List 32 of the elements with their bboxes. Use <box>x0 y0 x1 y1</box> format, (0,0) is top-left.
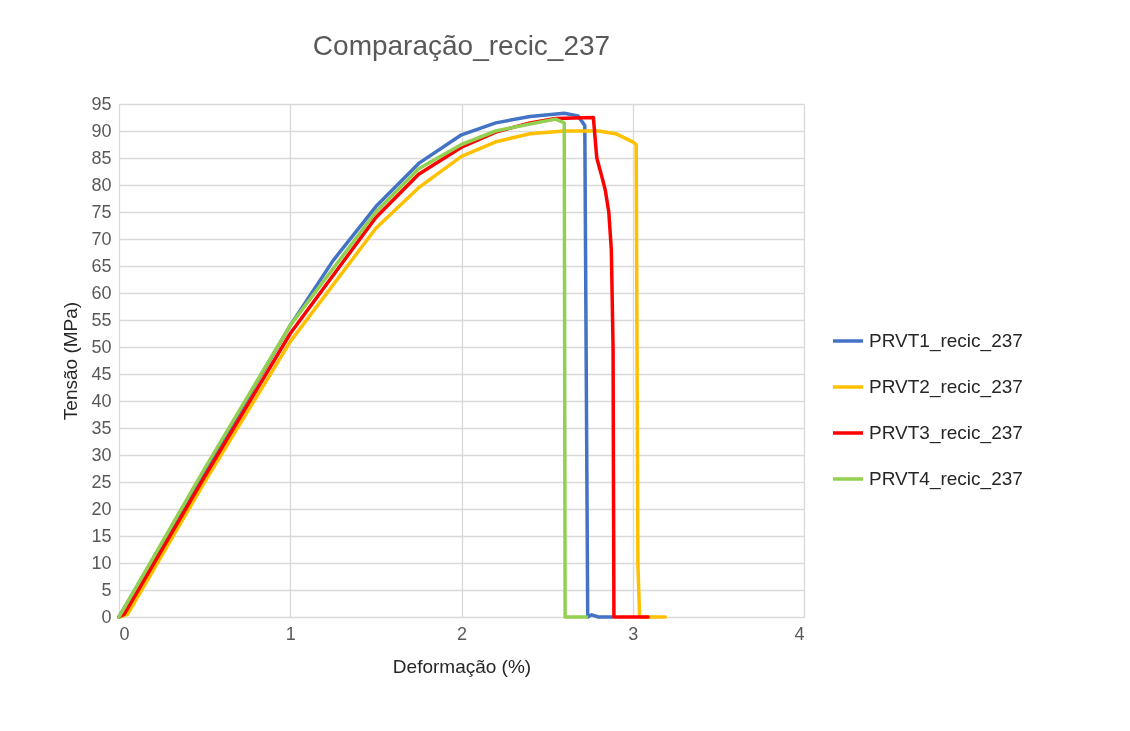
x-axis-title: Deformação (%) <box>392 655 532 677</box>
y-tick-label: 95 <box>91 93 112 114</box>
y-tick-label: 50 <box>91 336 112 357</box>
y-tick-label: 70 <box>91 228 112 249</box>
x-tick-label: 1 <box>285 623 296 644</box>
x-tick-label: 4 <box>794 623 805 644</box>
y-tick-label: 40 <box>91 390 112 411</box>
y-tick-label: 45 <box>91 363 112 384</box>
y-tick-label: 60 <box>91 282 112 303</box>
x-tick-label: 0 <box>119 623 130 644</box>
legend-label: PRVT2_recic_237 <box>869 376 1023 398</box>
y-tick-label: 75 <box>91 201 112 222</box>
y-tick-label: 35 <box>91 417 112 438</box>
y-tick-label: 65 <box>91 255 112 276</box>
x-tick-label: 3 <box>628 623 639 644</box>
x-tick-label: 2 <box>456 623 468 644</box>
chart-title: Comparação_recic_237 <box>312 30 611 61</box>
y-tick-label: 25 <box>91 471 112 492</box>
y-tick-label: 80 <box>91 174 112 195</box>
legend-label: PRVT4_recic_237 <box>869 468 1023 490</box>
y-tick-label: 10 <box>91 552 112 573</box>
y-tick-label: 0 <box>101 606 112 627</box>
y-tick-label: 20 <box>91 498 112 519</box>
y-tick-label: 5 <box>101 579 112 600</box>
y-tick-label: 30 <box>91 444 112 465</box>
y-tick-label: 90 <box>91 120 112 141</box>
y-axis-title: Tensão (MPa) <box>60 301 82 421</box>
y-tick-label: 85 <box>91 147 112 168</box>
legend-label: PRVT3_recic_237 <box>869 422 1023 444</box>
y-tick-label: 15 <box>91 525 112 546</box>
legend-label: PRVT1_recic_237 <box>869 330 1023 352</box>
y-tick-label: 55 <box>91 309 112 330</box>
